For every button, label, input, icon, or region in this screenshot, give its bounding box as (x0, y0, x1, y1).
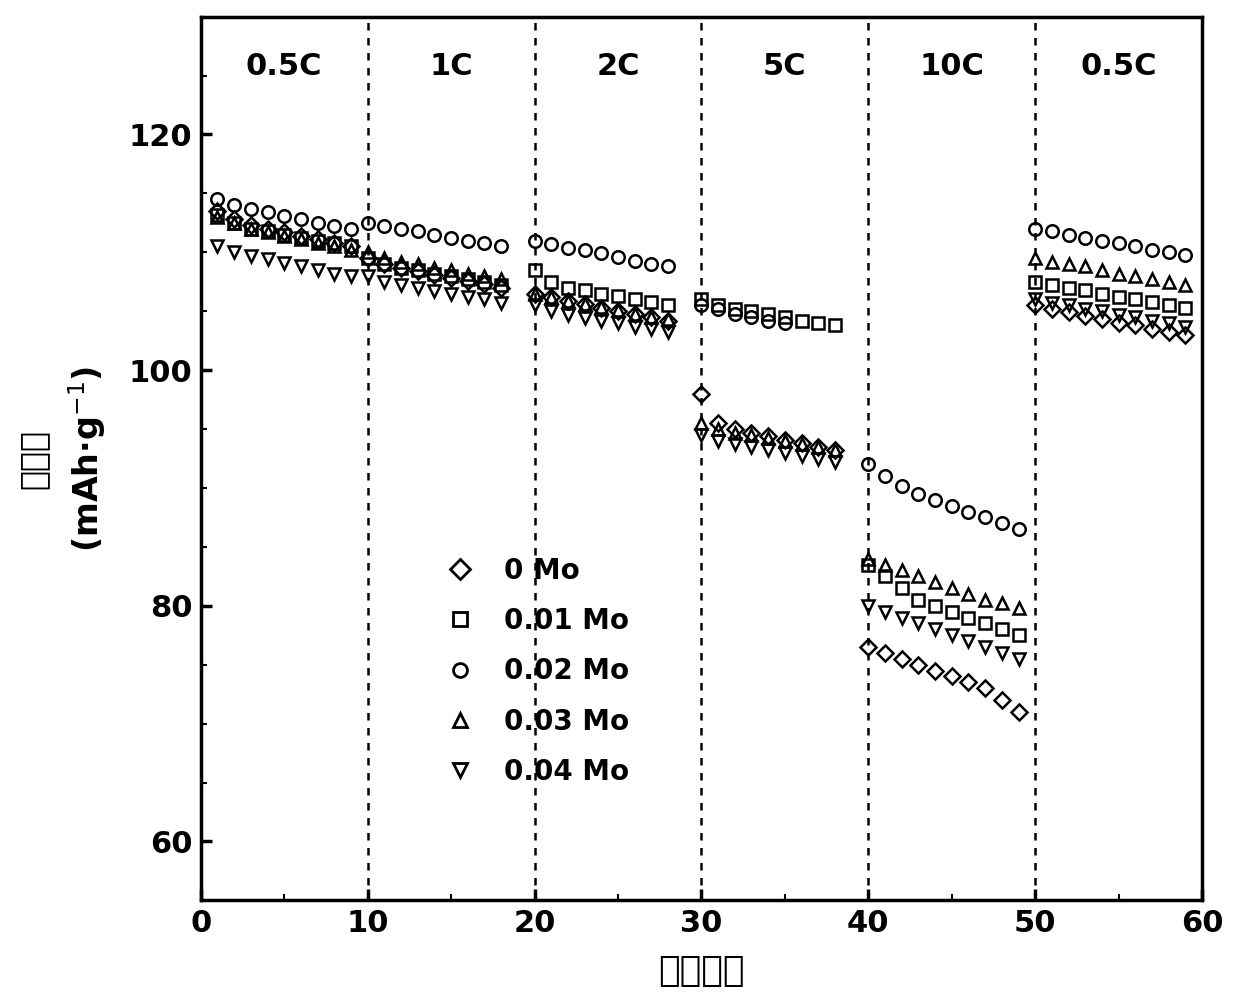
0 Mo (227, 213, 242, 225)
Line: 0.03 Mo: 0.03 Mo (212, 211, 1190, 614)
Text: 10C: 10C (919, 52, 985, 81)
0.02 Mo (1178, 248, 1193, 260)
Text: 0.5C: 0.5C (246, 52, 322, 81)
0 Mo (811, 440, 826, 452)
0.02 Mo (1095, 234, 1110, 246)
Y-axis label: 比容量
(mAh·g$^{-1}$): 比容量 (mAh·g$^{-1}$) (16, 366, 108, 552)
0 Mo (210, 205, 224, 217)
0.02 Mo (977, 512, 992, 524)
0.02 Mo (861, 458, 875, 470)
0.04 Mo (811, 452, 826, 464)
0.04 Mo (1011, 653, 1025, 665)
0.01 Mo (210, 209, 224, 221)
Line: 0.02 Mo: 0.02 Mo (211, 193, 1192, 536)
Text: 0.5C: 0.5C (1080, 52, 1157, 81)
0.02 Mo (1011, 524, 1025, 536)
0.03 Mo (560, 294, 575, 307)
0.04 Mo (227, 246, 242, 258)
0.04 Mo (761, 444, 776, 456)
Text: 5C: 5C (763, 52, 807, 81)
0.01 Mo (811, 317, 826, 329)
0.04 Mo (961, 635, 976, 647)
Text: 2C: 2C (596, 52, 640, 81)
0 Mo (1011, 706, 1025, 718)
0 Mo (1178, 329, 1193, 341)
0.01 Mo (761, 308, 776, 320)
Line: 0.01 Mo: 0.01 Mo (212, 209, 1190, 641)
0.03 Mo (227, 217, 242, 229)
0.03 Mo (1011, 602, 1025, 614)
0.02 Mo (444, 232, 459, 244)
0 Mo (761, 430, 776, 442)
0.03 Mo (761, 432, 776, 444)
0 Mo (961, 676, 976, 688)
0.03 Mo (811, 440, 826, 452)
0.01 Mo (1178, 302, 1193, 314)
X-axis label: 循环次数: 循环次数 (658, 955, 745, 988)
0.03 Mo (210, 211, 224, 223)
Legend: 0 Mo, 0.01 Mo, 0.02 Mo, 0.03 Mo, 0.04 Mo: 0 Mo, 0.01 Mo, 0.02 Mo, 0.03 Mo, 0.04 Mo (435, 543, 644, 800)
0.02 Mo (210, 193, 224, 205)
0 Mo (560, 294, 575, 307)
0.04 Mo (210, 240, 224, 252)
0.04 Mo (560, 309, 575, 321)
0.04 Mo (1178, 321, 1193, 333)
0.01 Mo (1011, 629, 1025, 641)
Line: 0.04 Mo: 0.04 Mo (212, 241, 1190, 664)
0.03 Mo (961, 588, 976, 600)
0.04 Mo (861, 600, 875, 612)
0.01 Mo (227, 217, 242, 229)
0.01 Mo (560, 281, 575, 293)
0.02 Mo (744, 312, 759, 324)
0.01 Mo (861, 559, 875, 571)
0.03 Mo (1178, 279, 1193, 291)
0.01 Mo (961, 611, 976, 623)
Text: 1C: 1C (429, 52, 472, 81)
Line: 0 Mo: 0 Mo (212, 205, 1190, 718)
0.02 Mo (761, 315, 776, 327)
0 Mo (861, 641, 875, 653)
0.03 Mo (861, 553, 875, 565)
